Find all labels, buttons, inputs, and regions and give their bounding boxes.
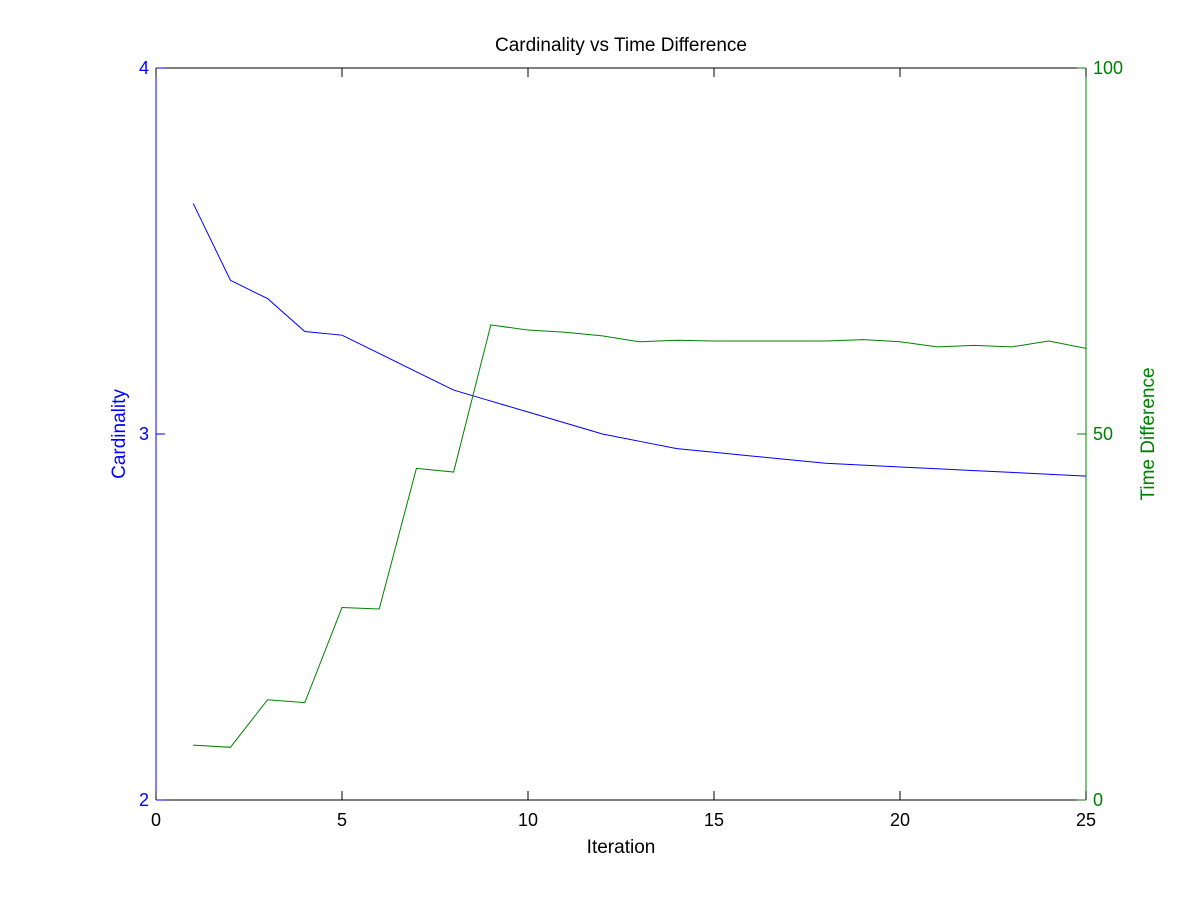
plot-area xyxy=(156,68,1086,800)
x-tick-label: 10 xyxy=(518,810,538,830)
series-line-time-difference xyxy=(193,324,1087,748)
x-tick-label: 25 xyxy=(1076,810,1096,830)
right-y-axis-label: Time Difference xyxy=(1138,367,1159,500)
chart-title: Cardinality vs Time Difference xyxy=(495,35,747,56)
x-tick-label: 15 xyxy=(704,810,724,830)
right-y-tick-label: 50 xyxy=(1093,424,1113,444)
x-tick-label: 0 xyxy=(151,810,161,830)
left-y-axis-label: Cardinality xyxy=(109,389,130,479)
right-y-tick-label: 100 xyxy=(1093,58,1123,78)
right-y-tick-label: 0 xyxy=(1093,790,1103,810)
x-axis-label: Iteration xyxy=(587,837,656,858)
series-line-cardinality xyxy=(192,203,1087,477)
x-tick-label: 20 xyxy=(890,810,910,830)
x-tick-label: 5 xyxy=(337,810,347,830)
left-y-tick-label: 4 xyxy=(139,58,149,78)
left-y-tick-label: 3 xyxy=(139,424,149,444)
left-y-tick-label: 2 xyxy=(139,790,149,810)
